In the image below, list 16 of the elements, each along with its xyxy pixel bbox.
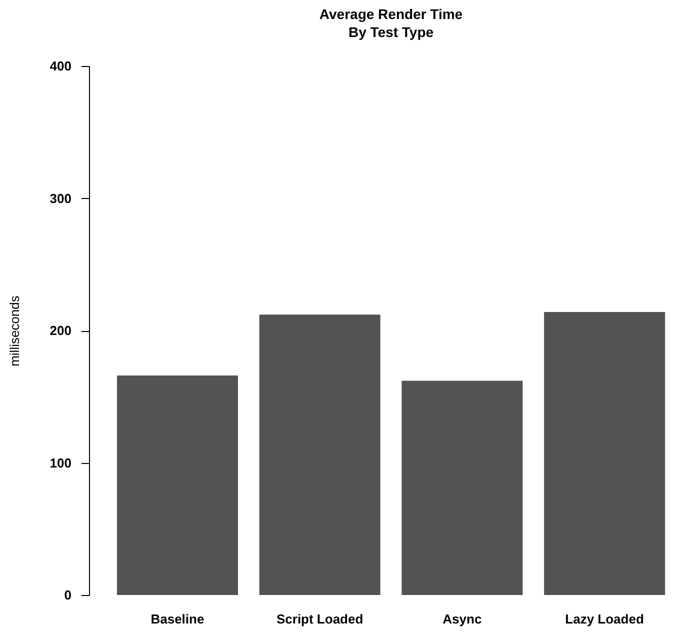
y-axis-title: milliseconds <box>6 295 22 366</box>
x-tick-label: Script Loaded <box>276 612 364 626</box>
y-tick-label: 100 <box>50 455 72 470</box>
y-tick-label: 300 <box>50 190 72 206</box>
x-tick-label: Baseline <box>150 612 204 626</box>
y-tick-label: 400 <box>50 58 72 74</box>
x-tick-label: Lazy Loaded <box>565 612 644 626</box>
bar <box>259 314 380 595</box>
chart-title: Average Render Time <box>319 6 463 22</box>
y-tick-label: 0 <box>64 588 72 602</box>
bar <box>402 380 523 595</box>
bar <box>116 375 238 595</box>
chart-subtitle: By Test Type <box>348 24 434 40</box>
bar <box>544 312 666 595</box>
x-tick-label: Async <box>442 612 482 626</box>
y-tick-label: 200 <box>50 323 72 338</box>
